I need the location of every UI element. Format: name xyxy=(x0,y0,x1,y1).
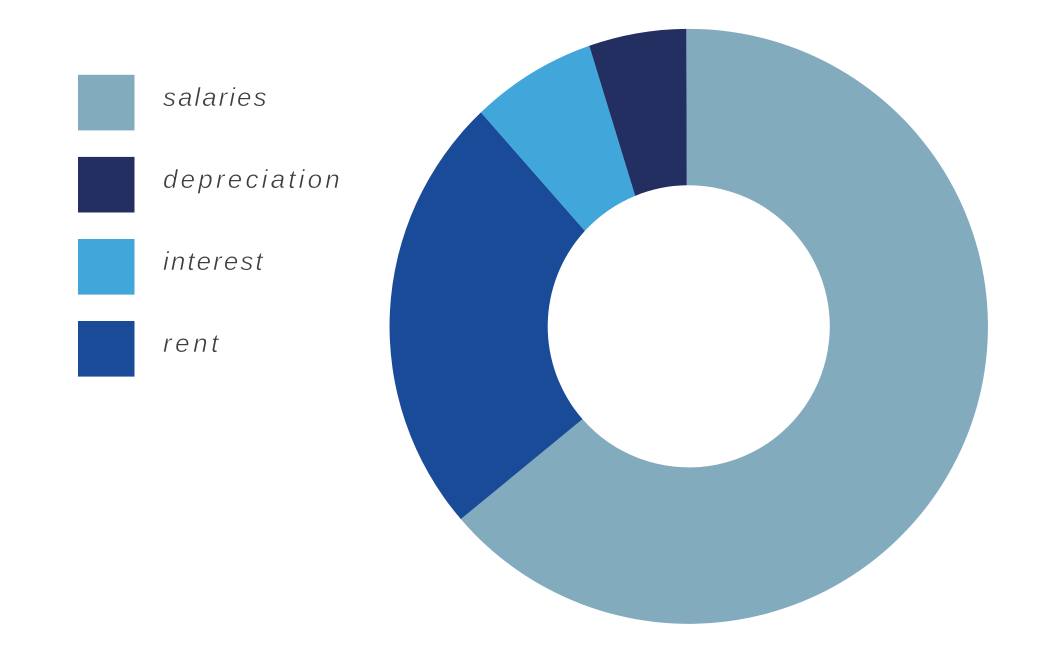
svg-text:interest: interest xyxy=(163,246,265,276)
svg-text:depreciation: depreciation xyxy=(163,164,343,194)
svg-text:rent: rent xyxy=(163,328,222,358)
svg-text:salaries: salaries xyxy=(163,82,268,112)
